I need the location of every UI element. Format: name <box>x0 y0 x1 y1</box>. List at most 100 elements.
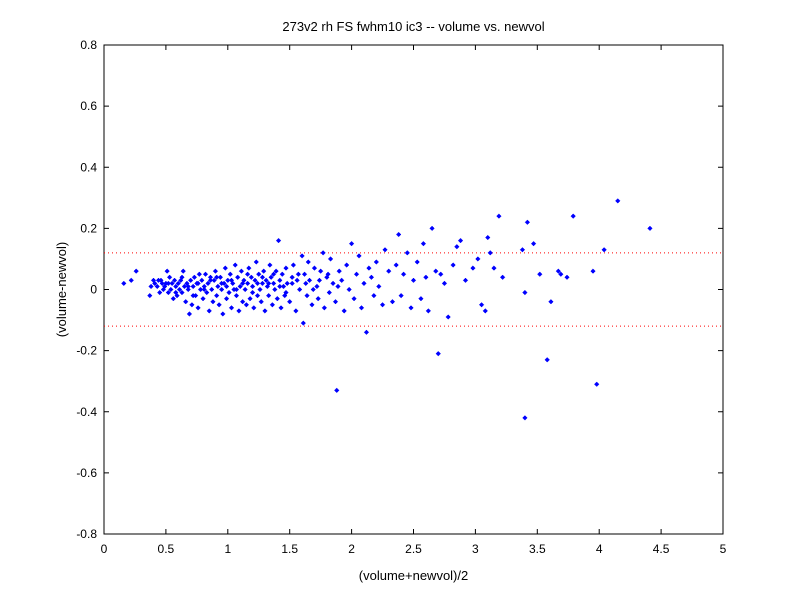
data-point <box>253 259 259 265</box>
data-point <box>346 286 352 293</box>
data-point <box>252 277 258 283</box>
data-point <box>218 280 225 287</box>
data-point <box>283 289 289 296</box>
data-point <box>393 262 399 268</box>
x-tick-label: 1 <box>224 542 231 556</box>
data-point <box>317 268 324 274</box>
y-tick-label: -0.4 <box>76 405 97 419</box>
data-point <box>273 268 279 274</box>
data-point <box>487 250 493 256</box>
data-point <box>278 305 284 311</box>
data-point <box>269 302 276 308</box>
data-point <box>237 283 243 290</box>
data-point <box>148 283 154 290</box>
data-point <box>303 280 309 287</box>
y-tick-label: 0.8 <box>80 38 97 52</box>
data-point <box>423 274 429 280</box>
data-point <box>356 253 362 259</box>
data-point <box>206 308 212 314</box>
data-point <box>441 280 448 287</box>
data-point <box>232 262 238 268</box>
data-point <box>240 299 246 305</box>
data-point <box>296 286 303 293</box>
y-tick-label: 0.2 <box>80 221 97 235</box>
data-point <box>363 329 370 335</box>
data-point <box>462 277 469 283</box>
data-point <box>294 277 300 283</box>
data-point <box>404 250 410 256</box>
data-point <box>236 308 242 314</box>
data-point <box>435 351 441 357</box>
data-point <box>179 289 185 296</box>
data-point <box>306 277 313 283</box>
data-point <box>185 283 191 290</box>
data-point <box>315 296 321 302</box>
data-point <box>647 225 653 232</box>
data-point <box>277 277 283 283</box>
data-point <box>395 231 402 238</box>
data-point <box>522 289 528 296</box>
data-point <box>321 305 328 311</box>
data-point <box>277 283 283 290</box>
data-point <box>425 308 432 314</box>
data-point <box>336 268 342 274</box>
data-point <box>254 292 261 299</box>
data-point <box>267 262 273 268</box>
data-point <box>133 268 139 274</box>
data-point <box>181 283 188 290</box>
data-point <box>341 308 347 314</box>
data-point <box>280 283 287 290</box>
data-point <box>570 213 576 219</box>
data-point <box>190 292 196 299</box>
data-point <box>544 357 550 363</box>
x-tick-label: 5 <box>720 542 727 556</box>
data-point <box>382 247 388 253</box>
data-point <box>204 289 210 296</box>
data-point <box>386 268 392 274</box>
data-point <box>240 280 246 287</box>
x-axis: 0 0.5 1 1.5 2 2.5 3 3.5 4 4.5 5 <box>101 45 727 556</box>
data-point <box>238 268 245 274</box>
data-point <box>191 274 198 280</box>
data-point <box>601 247 607 253</box>
data-point <box>272 286 278 293</box>
data-point <box>351 296 357 302</box>
data-point <box>243 302 250 308</box>
data-point <box>190 283 196 290</box>
data-point <box>249 283 256 290</box>
data-point <box>400 271 407 277</box>
x-tick-label: 2.5 <box>405 542 422 556</box>
data-point <box>284 280 290 287</box>
x-tick-label: 3.5 <box>529 542 546 556</box>
chart-title: 273v2 rh FS fwhm10 ic3 -- volume vs. new… <box>282 19 544 34</box>
y-tick-label: 0.6 <box>80 99 97 113</box>
data-point <box>270 271 277 277</box>
data-point <box>246 265 252 271</box>
data-point <box>311 265 318 271</box>
data-point <box>482 308 488 314</box>
data-point <box>166 274 173 280</box>
data-point <box>211 277 217 283</box>
data-point <box>259 274 266 280</box>
data-point <box>214 274 220 280</box>
data-point <box>368 274 375 280</box>
data-point <box>210 299 216 305</box>
data-point <box>185 286 191 293</box>
data-point <box>454 244 460 250</box>
data-point <box>300 320 306 326</box>
data-point <box>169 280 175 287</box>
data-point <box>258 299 264 305</box>
data-point <box>353 271 360 277</box>
data-points <box>121 198 653 421</box>
data-point <box>202 271 209 277</box>
data-point <box>326 289 332 296</box>
data-point <box>214 292 220 299</box>
data-point <box>147 292 153 299</box>
data-point <box>334 387 340 394</box>
data-point <box>293 308 299 314</box>
data-point <box>247 296 253 302</box>
y-tick-label: -0.8 <box>76 527 97 541</box>
data-point <box>217 274 224 280</box>
data-point <box>522 415 528 421</box>
data-point <box>420 241 427 247</box>
